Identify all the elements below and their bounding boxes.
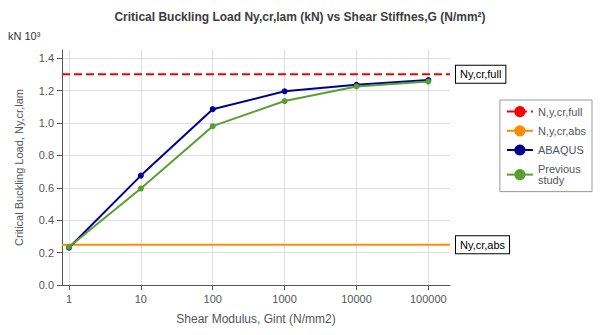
svg-text:Ny,cr,abs: Ny,cr,abs — [460, 239, 506, 251]
svg-text:Ny,cr,full: Ny,cr,full — [460, 68, 501, 80]
svg-text:0.8: 0.8 — [39, 149, 54, 161]
svg-text:1.4: 1.4 — [39, 52, 54, 64]
svg-text:kN 10³: kN 10³ — [8, 30, 41, 42]
svg-text:Critical Buckling Load, Ny,cr,: Critical Buckling Load, Ny,cr,lam — [13, 89, 25, 246]
svg-text:Previous: Previous — [537, 163, 581, 176]
svg-text:1000: 1000 — [272, 293, 296, 305]
svg-text:10: 10 — [135, 293, 147, 305]
svg-text:1: 1 — [66, 293, 72, 305]
svg-text:study: study — [538, 174, 565, 186]
svg-text:10000: 10000 — [341, 293, 372, 305]
svg-text:0.6: 0.6 — [39, 182, 54, 194]
svg-text:100000: 100000 — [410, 293, 447, 305]
svg-text:ABAQUS: ABAQUS — [538, 144, 584, 156]
svg-text:0.4: 0.4 — [39, 214, 54, 226]
svg-text:N,y,cr,abs: N,y,cr,abs — [538, 125, 587, 137]
svg-text:1.0: 1.0 — [39, 117, 54, 129]
svg-text:Shear Modulus, Gint (N/mm2): Shear Modulus, Gint (N/mm2) — [176, 312, 335, 326]
svg-text:0.2: 0.2 — [39, 247, 54, 259]
svg-text:Critical Buckling Load Ny,cr,l: Critical Buckling Load Ny,cr,lam (kN) vs… — [114, 10, 485, 24]
svg-text:N,y,cr,full: N,y,cr,full — [538, 106, 582, 118]
svg-text:100: 100 — [204, 293, 222, 305]
svg-text:1.2: 1.2 — [39, 85, 54, 97]
svg-text:0.0: 0.0 — [39, 279, 54, 291]
